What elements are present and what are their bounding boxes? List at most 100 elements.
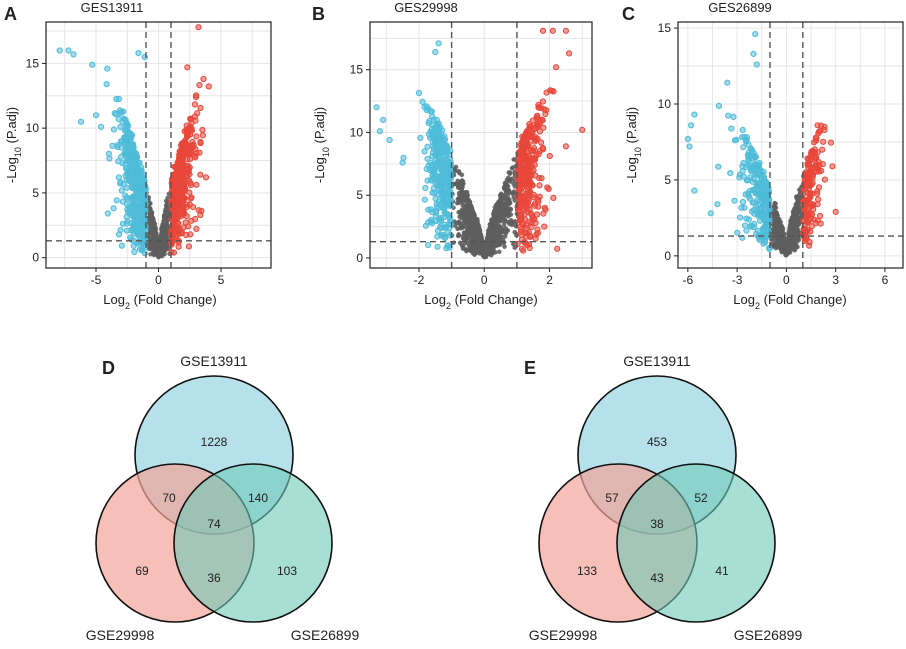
plot-c-point-down (764, 211, 771, 218)
plot-b-point-down (376, 128, 383, 135)
plot-a-point-down (105, 150, 113, 157)
plot-c-point-down (743, 227, 750, 234)
plot-b-point-up (538, 116, 545, 123)
plot-b-point-up (530, 145, 538, 152)
plot-c-point-down (739, 126, 746, 133)
plot-c-point-grey (778, 224, 784, 230)
plot-b-point-down (442, 192, 449, 199)
plot-b-point-up (541, 223, 548, 230)
plot-c-point-down (761, 216, 768, 223)
plot-c-point-down (731, 137, 739, 144)
plot-b-point-grey (487, 225, 493, 230)
plot-a-point-up (196, 149, 203, 156)
plot-a-point-grey (159, 225, 165, 231)
plot-c-point-grey (790, 216, 796, 222)
plot-b-point-grey (502, 244, 507, 249)
plot-b-point-grey (483, 249, 489, 255)
plot-b-point-grey (497, 249, 502, 255)
plot-a-point-down (115, 158, 122, 165)
plot-a-point-down (131, 208, 138, 215)
plot-b-point-down (432, 49, 439, 56)
plot-b-point-grey (455, 184, 461, 190)
panel-letter-b: B (312, 4, 325, 24)
plot-a-point-down (118, 187, 125, 194)
plot-c-point-grey (786, 238, 791, 244)
plot-b-point-down (437, 162, 444, 169)
plot-a-point-grey (149, 211, 154, 216)
plot-b-point-up (550, 88, 557, 95)
plot-a-point-grey (155, 246, 161, 252)
plot-b-point-up (532, 137, 539, 144)
plot-b-point-grey (494, 242, 500, 247)
plot-b-point-grey (507, 171, 513, 176)
plot-a-point-up (191, 152, 198, 159)
plot-a-ytick-label: 0 (32, 251, 39, 265)
plot-b-point-grey (508, 206, 513, 211)
plot-a-point-up (193, 133, 200, 140)
plot-a-point-up (187, 231, 194, 238)
plot-a-point-grey (162, 251, 167, 257)
plot-c-point-down (756, 159, 763, 167)
panel-letter-c: C (622, 4, 635, 24)
plot-a-point-down (115, 95, 123, 103)
plot-b-point-grey (493, 250, 498, 255)
plot-a-point-up (187, 115, 195, 123)
plot-a-point-down (125, 131, 132, 138)
plot-a-point-up (193, 225, 200, 232)
plot-b-point-grey (466, 218, 472, 223)
plot-b-point-grey (492, 216, 497, 222)
plot-b-point-grey (471, 210, 476, 215)
plot-c-point-down (741, 204, 748, 211)
plot-b-point-grey (461, 208, 467, 213)
plot-a-point-down (132, 162, 139, 169)
plot-b-point-grey (497, 234, 503, 239)
plot-b-point-grey (503, 184, 509, 189)
plot-b-point-down (428, 166, 435, 173)
plot-b-point-grey (460, 189, 465, 194)
plot-b-point-up (553, 64, 560, 71)
plot-b-point-down (425, 242, 432, 249)
plot-a-point-down (115, 116, 122, 123)
plot-a-point-grey (166, 211, 171, 217)
plot-b-point-up (527, 157, 534, 164)
plot-b-point-grey (475, 230, 481, 235)
plot-b-point-down (434, 233, 441, 240)
plot-a-point-down (124, 140, 131, 147)
plot-a-point-down (113, 197, 120, 204)
plot-a-point-grey (164, 221, 169, 226)
plot-b-point-up (579, 126, 586, 133)
plot-b-point-down (424, 155, 431, 162)
plot-b-point-grey (454, 200, 460, 206)
plot-c-point-down (766, 244, 773, 251)
plot-b-point-grey (505, 202, 511, 207)
plot-b-point-down (441, 204, 448, 211)
plot-b-point-grey (506, 188, 512, 193)
plot-a-point-down (123, 184, 130, 191)
plot-a-point-up (187, 123, 194, 130)
plot-a-point-down (118, 242, 126, 249)
plot-c-point-down (747, 145, 754, 152)
plot-b-point-grey (464, 202, 469, 208)
plot-b-point-down (386, 136, 393, 144)
plot-a-point-down (110, 126, 118, 133)
plot-b-point-grey (464, 248, 469, 254)
plot-b-point-grey (500, 192, 505, 198)
plot-c-point-down (763, 202, 770, 209)
plot-a-point-down (65, 47, 72, 54)
plot-b-point-down (380, 116, 387, 124)
plot-a-point-down (142, 237, 149, 244)
panel-b-ylabel: -Log10 (P.adj) (312, 107, 331, 183)
plot-c-point-up (819, 146, 826, 153)
plot-c-point-grey (791, 241, 796, 247)
plot-a-point-up (184, 64, 191, 71)
plot-a-point-up (192, 94, 200, 101)
plot-a-point-grey (151, 251, 156, 256)
plot-b-point-grey (460, 244, 465, 250)
plot-c-point-down (727, 170, 734, 177)
plot-b-point-grey (460, 233, 466, 239)
plot-b-point-down (433, 200, 440, 207)
plot-a-point-down (134, 223, 141, 230)
